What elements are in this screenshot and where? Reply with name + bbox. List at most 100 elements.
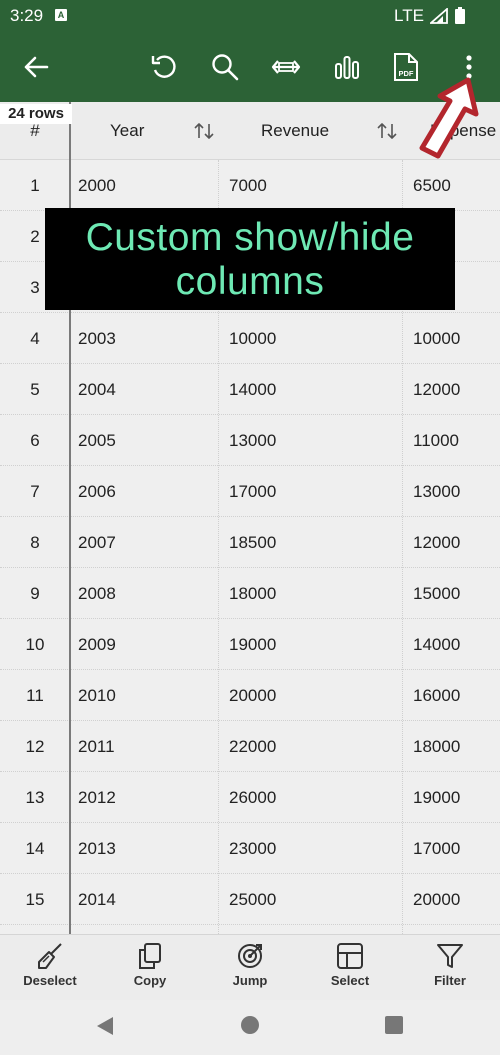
sort-icon[interactable]	[193, 122, 215, 140]
row-index-cell[interactable]: 4	[30, 328, 40, 348]
year-cell[interactable]: 2005	[78, 430, 116, 450]
row-index-cell[interactable]: 5	[30, 379, 40, 399]
expense-cell[interactable]: 20000	[413, 889, 461, 909]
year-cell[interactable]: 2007	[78, 532, 116, 552]
table-select-icon	[337, 943, 363, 969]
revenue-cell[interactable]: 22000	[229, 736, 277, 756]
pdf-icon[interactable]: PDF	[386, 47, 426, 87]
undo-icon[interactable]	[144, 47, 184, 87]
revenue-cell[interactable]: 7000	[229, 175, 267, 195]
revenue-cell[interactable]: 14000	[229, 379, 277, 399]
row-index-cell[interactable]: 2	[30, 226, 40, 246]
search-icon[interactable]	[205, 47, 245, 87]
table-row[interactable]: 1 2000 7000 6500	[0, 160, 500, 211]
table-row[interactable]: 14 2013 23000 17000	[0, 823, 500, 874]
back-arrow-icon[interactable]	[16, 47, 56, 87]
signal-icon	[430, 8, 448, 24]
revenue-cell[interactable]: 17000	[229, 481, 277, 501]
row-index-cell[interactable]: 3	[30, 277, 40, 297]
row-index-cell[interactable]: 14	[25, 838, 45, 858]
row-index-cell[interactable]: 1	[30, 175, 40, 195]
select-button[interactable]: Select	[300, 941, 400, 999]
copy-button[interactable]: Copy	[100, 941, 200, 999]
revenue-cell[interactable]: 23000	[229, 838, 277, 858]
year-cell[interactable]: 2013	[78, 838, 116, 858]
row-index-cell[interactable]: 10	[25, 634, 45, 654]
target-icon	[238, 944, 262, 968]
expense-cell[interactable]: 12000	[413, 379, 461, 399]
row-index-cell[interactable]: 12	[25, 736, 45, 756]
revenue-cell[interactable]: 26000	[229, 787, 277, 807]
expense-cell[interactable]: 6500	[413, 175, 451, 195]
year-cell[interactable]: 2014	[78, 889, 116, 909]
table-row[interactable]: 6 2005 13000 11000	[0, 415, 500, 466]
year-cell[interactable]: 2004	[78, 379, 116, 399]
row-index-cell[interactable]: 11	[26, 685, 44, 705]
column-width-icon[interactable]	[266, 47, 306, 87]
copy-label: Copy	[133, 973, 167, 988]
table-row[interactable]: 10 2009 19000 14000	[0, 619, 500, 670]
expense-cell[interactable]: 14000	[413, 634, 461, 654]
nav-home-icon[interactable]	[240, 1015, 260, 1035]
row-index-cell[interactable]: 8	[30, 532, 40, 552]
revenue-cell[interactable]: 10000	[229, 328, 277, 348]
expense-cell[interactable]: 11000	[413, 430, 460, 450]
sort-icon[interactable]	[376, 122, 398, 140]
expense-cell[interactable]: 10000	[413, 328, 461, 348]
column-divider	[402, 160, 403, 934]
table-row[interactable]: 8 2007 18500 12000	[0, 517, 500, 568]
year-cell[interactable]: 2010	[78, 685, 116, 705]
expense-cell[interactable]: 18000	[413, 736, 461, 756]
table-row[interactable]: 5 2004 14000 12000	[0, 364, 500, 415]
expense-cell[interactable]: 15000	[413, 583, 461, 603]
row-index-cell[interactable]: 7	[30, 481, 40, 501]
row-index-cell[interactable]: 15	[25, 889, 45, 909]
row-index-cell[interactable]: 6	[30, 430, 40, 450]
row-index-cell[interactable]: 9	[30, 583, 40, 603]
revenue-cell[interactable]: 18500	[229, 532, 277, 552]
table-row[interactable]: 9 2008 18000 15000	[0, 568, 500, 619]
app-toolbar: PDF	[0, 32, 500, 102]
revenue-cell[interactable]: 18000	[229, 583, 277, 603]
year-cell[interactable]: 2012	[78, 787, 116, 807]
filter-icon	[437, 944, 463, 968]
revenue-cell[interactable]: 25000	[229, 889, 277, 909]
table-row[interactable]: 11 2010 20000 16000	[0, 670, 500, 721]
table-header: # Year Revenue Expense	[0, 102, 500, 160]
year-cell[interactable]: 2003	[78, 328, 116, 348]
expense-cell[interactable]: 12000	[413, 532, 461, 552]
row-index-cell[interactable]: 13	[25, 787, 45, 807]
revenue-cell[interactable]: 13000	[229, 430, 277, 450]
revenue-cell[interactable]: 20000	[229, 685, 277, 705]
chart-icon[interactable]	[327, 47, 367, 87]
copy-icon	[139, 943, 161, 969]
expense-cell[interactable]: 17000	[413, 838, 461, 858]
expense-cell[interactable]: 13000	[413, 481, 461, 501]
status-bar: 3:29 A LTE	[0, 0, 500, 32]
revenue-cell[interactable]: 19000	[229, 634, 277, 654]
nav-back-icon[interactable]	[95, 1016, 115, 1036]
header-year[interactable]: Year	[110, 121, 145, 140]
year-cell[interactable]: 2000	[78, 175, 116, 195]
column-divider	[218, 160, 219, 934]
year-cell[interactable]: 2009	[78, 634, 116, 654]
expense-cell[interactable]: 19000	[413, 787, 461, 807]
expense-cell[interactable]: 16000	[413, 685, 461, 705]
table-row[interactable]: 15 2014 25000 20000	[0, 874, 500, 925]
table-row[interactable]: 13 2012 26000 19000	[0, 772, 500, 823]
jump-button[interactable]: Jump	[200, 941, 300, 999]
more-vert-icon[interactable]	[449, 47, 489, 87]
header-revenue[interactable]: Revenue	[261, 121, 330, 140]
index-column-divider	[69, 102, 71, 934]
table-row[interactable]: 7 2006 17000 13000	[0, 466, 500, 517]
table-row[interactable]: 4 2003 10000 10000	[0, 313, 500, 364]
year-cell[interactable]: 2008	[78, 583, 116, 603]
caption-line-1: Custom show/hide	[85, 216, 415, 259]
nav-recents-icon[interactable]	[385, 1016, 403, 1034]
year-cell[interactable]: 2011	[78, 736, 115, 756]
deselect-button[interactable]: Deselect	[0, 941, 100, 999]
year-cell[interactable]: 2006	[78, 481, 116, 501]
filter-button[interactable]: Filter	[400, 941, 500, 999]
header-index: #	[30, 121, 40, 140]
table-row[interactable]: 12 2011 22000 18000	[0, 721, 500, 772]
